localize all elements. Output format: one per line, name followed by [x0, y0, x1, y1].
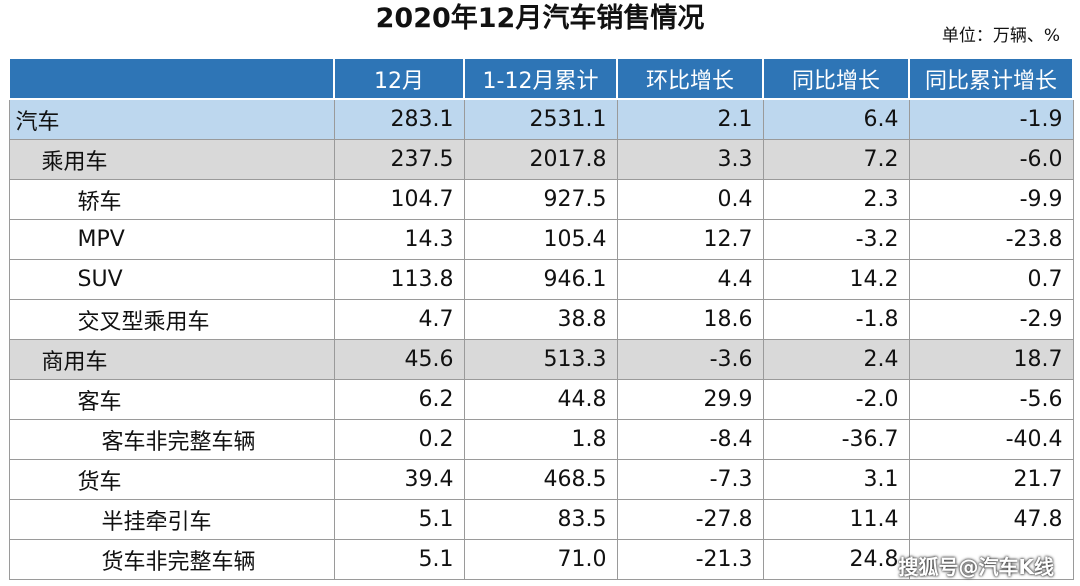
- header-yoy-cumulative: 同比累计增长: [908, 57, 1074, 100]
- cell-value: 3.1: [762, 459, 910, 500]
- watermark: 搜狐号@汽车K线: [898, 555, 1055, 579]
- cell-value: [908, 539, 1074, 580]
- cell-value: 0.7: [908, 259, 1074, 300]
- row-name: 汽车: [8, 98, 335, 140]
- cell-value: 44.8: [463, 379, 618, 420]
- cell-value: 513.3: [463, 339, 618, 380]
- cell-value: 468.5: [463, 459, 618, 500]
- cell-value: 113.8: [333, 259, 465, 300]
- cell-value: 3.3: [616, 139, 764, 180]
- cell-value: 2017.8: [463, 139, 618, 180]
- cell-value: 237.5: [333, 139, 465, 180]
- cell-value: 4.7: [333, 299, 465, 340]
- cell-value: 71.0: [463, 539, 618, 580]
- cell-value: 946.1: [463, 259, 618, 300]
- cell-value: -8.4: [616, 419, 764, 460]
- cell-value: 83.5: [463, 499, 618, 540]
- cell-value: -27.8: [616, 499, 764, 540]
- cell-value: 1.8: [463, 419, 618, 460]
- cell-value: 4.4: [616, 259, 764, 300]
- table-row: 乘用车 237.5 2017.8 3.3 7.2 -6.0: [8, 139, 1074, 180]
- cell-value: 18.6: [616, 299, 764, 340]
- cell-value: 2531.1: [463, 98, 618, 140]
- cell-value: -1.8: [762, 299, 910, 340]
- row-name: 半挂牵引车: [8, 499, 335, 540]
- table-row: 轿车 104.7 927.5 0.4 2.3 -9.9: [8, 179, 1074, 220]
- cell-value: 5.1: [333, 499, 465, 540]
- cell-value: 7.2: [762, 139, 910, 180]
- table-row: MPV 14.3 105.4 12.7 -3.2 -23.8: [8, 219, 1074, 260]
- row-name: 货车: [8, 459, 335, 500]
- table-row: 货车 39.4 468.5 -7.3 3.1 21.7: [8, 459, 1074, 500]
- row-name: 客车非完整车辆: [8, 419, 335, 460]
- table-row: 客车 6.2 44.8 29.9 -2.0 -5.6: [8, 379, 1074, 420]
- row-name: SUV: [8, 259, 335, 300]
- cell-value: -23.8: [908, 219, 1074, 260]
- table-row: 汽车 283.1 2531.1 2.1 6.4 -1.9: [8, 98, 1074, 140]
- cell-value: 2.4: [762, 339, 910, 380]
- header-cumulative: 1-12月累计: [463, 57, 618, 100]
- cell-value: -9.9: [908, 179, 1074, 220]
- cell-value: 283.1: [333, 98, 465, 140]
- table-row: 商用车 45.6 513.3 -3.6 2.4 18.7: [8, 339, 1074, 380]
- cell-value: 2.3: [762, 179, 910, 220]
- cell-value: 105.4: [463, 219, 618, 260]
- cell-value: -6.0: [908, 139, 1074, 180]
- cell-value: 11.4: [762, 499, 910, 540]
- cell-value: 39.4: [333, 459, 465, 500]
- cell-value: 14.2: [762, 259, 910, 300]
- table-row: SUV 113.8 946.1 4.4 14.2 0.7: [8, 259, 1074, 300]
- cell-value: -5.6: [908, 379, 1074, 420]
- cell-value: 104.7: [333, 179, 465, 220]
- cell-value: 45.6: [333, 339, 465, 380]
- table-row: 客车非完整车辆 0.2 1.8 -8.4 -36.7 -40.4: [8, 419, 1074, 460]
- cell-value: 5.1: [333, 539, 465, 580]
- cell-value: 21.7: [908, 459, 1074, 500]
- row-name: 乘用车: [8, 139, 335, 180]
- cell-value: -3.2: [762, 219, 910, 260]
- cell-value: -2.9: [908, 299, 1074, 340]
- cell-value: 18.7: [908, 339, 1074, 380]
- unit-label: 单位：万辆、%: [941, 26, 1060, 46]
- cell-value: -1.9: [908, 98, 1074, 140]
- table-row: 半挂牵引车 5.1 83.5 -27.8 11.4 47.8: [8, 499, 1074, 540]
- table-row: 货车非完整车辆 5.1 71.0 -21.3 24.8: [8, 539, 1074, 580]
- header-yoy: 同比增长: [762, 57, 910, 100]
- cell-value: 6.4: [762, 98, 910, 140]
- cell-value: 24.8: [762, 539, 910, 580]
- cell-value: 0.2: [333, 419, 465, 460]
- table-header-row: 12月 1-12月累计 环比增长 同比增长 同比累计增长: [8, 57, 1074, 100]
- cell-value: 29.9: [616, 379, 764, 420]
- row-name: 交叉型乘用车: [8, 299, 335, 340]
- page-title: 2020年12月汽车销售情况: [375, 3, 705, 34]
- sales-table: 12月 1-12月累计 环比增长 同比增长 同比累计增长 汽车 283.1 25…: [8, 57, 1074, 580]
- row-name: MPV: [8, 219, 335, 260]
- row-name: 轿车: [8, 179, 335, 220]
- cell-value: -36.7: [762, 419, 910, 460]
- header-month: 12月: [333, 57, 465, 100]
- cell-value: -3.6: [616, 339, 764, 380]
- cell-value: -40.4: [908, 419, 1074, 460]
- cell-value: -7.3: [616, 459, 764, 500]
- header-blank: [8, 57, 335, 100]
- header-mom: 环比增长: [616, 57, 764, 100]
- row-name: 商用车: [8, 339, 335, 380]
- cell-value: -2.0: [762, 379, 910, 420]
- table-row: 交叉型乘用车 4.7 38.8 18.6 -1.8 -2.9: [8, 299, 1074, 340]
- row-name: 客车: [8, 379, 335, 420]
- cell-value: 2.1: [616, 98, 764, 140]
- cell-value: 38.8: [463, 299, 618, 340]
- cell-value: 12.7: [616, 219, 764, 260]
- cell-value: -21.3: [616, 539, 764, 580]
- cell-value: 0.4: [616, 179, 764, 220]
- cell-value: 927.5: [463, 179, 618, 220]
- cell-value: 6.2: [333, 379, 465, 420]
- cell-value: 47.8: [908, 499, 1074, 540]
- cell-value: 14.3: [333, 219, 465, 260]
- row-name: 货车非完整车辆: [8, 539, 335, 580]
